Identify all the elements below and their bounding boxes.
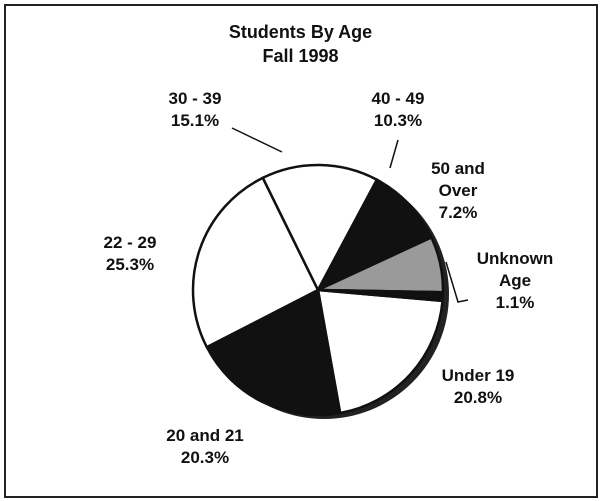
category-label: 50 and Over: [431, 159, 485, 200]
slice-label: 40 - 49 10.3%: [353, 88, 443, 132]
pie-slice: [317, 288, 445, 303]
leader-line: [389, 139, 399, 169]
slice-label: 30 - 39 15.1%: [150, 88, 240, 132]
slice-label: Under 19 20.8%: [418, 365, 538, 409]
value-label: 20.3%: [180, 448, 230, 467]
slices: [191, 163, 445, 417]
category-label: 20 and 21: [166, 426, 244, 445]
chart-title: Students By Age: [228, 22, 373, 42]
pie-slice: [191, 176, 320, 349]
slice-label: 22 - 29 25.3%: [85, 232, 175, 276]
frame: [4, 4, 598, 498]
chart-subtitle: Fall 1998: [262, 46, 339, 66]
category-label: Unknown Age: [476, 249, 554, 290]
value-label: 15.1%: [170, 111, 220, 130]
pie-slice: [315, 178, 434, 293]
leader-line: [445, 261, 469, 303]
slice-label: 20 and 21 20.3%: [145, 425, 265, 469]
value-label: 1.1%: [495, 293, 535, 312]
pie-slice: [205, 288, 342, 417]
slice-label: 50 and Over 7.2%: [428, 158, 488, 224]
value-label: 10.3%: [373, 111, 423, 130]
slice-label: Unknown Age 1.1%: [475, 248, 555, 314]
category-label: 40 - 49: [371, 89, 425, 108]
value-label: 20.8%: [453, 388, 503, 407]
leader-line: [231, 127, 283, 153]
value-label: 25.3%: [105, 255, 155, 274]
value-label: 7.2%: [438, 203, 478, 222]
category-label: Under 19: [441, 366, 515, 385]
category-label: 30 - 39: [168, 89, 222, 108]
pie-slice: [261, 163, 379, 293]
pie-slice: [316, 288, 444, 415]
category-label: 22 - 29: [103, 233, 157, 252]
